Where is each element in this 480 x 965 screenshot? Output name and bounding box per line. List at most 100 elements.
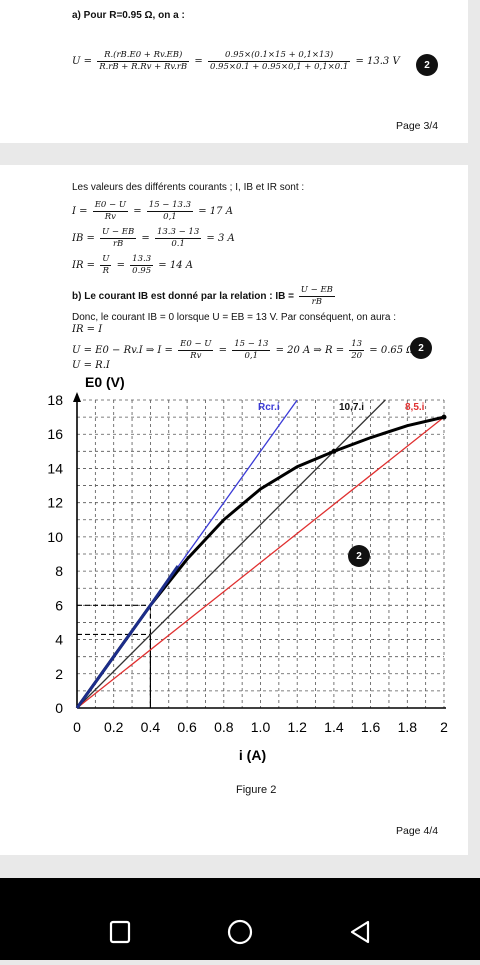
x-tick-label: 1.8	[398, 719, 418, 735]
eq-IB-num2: 13.3 − 13	[154, 227, 202, 239]
y-tick-label: 14	[47, 460, 63, 476]
score-marker-chart: 2	[348, 545, 370, 567]
currents-intro: Les valeurs des différents courants ; I,…	[72, 182, 305, 193]
x-tick-label: 0.4	[141, 719, 161, 735]
line-U-mid: =	[218, 345, 228, 356]
back-icon[interactable]	[350, 920, 370, 944]
android-nav-bar	[0, 878, 480, 960]
voltage-equation: U = R.(rB.E0 + Rv.EB) R.rB + R.Rv + Rv.r…	[72, 50, 400, 73]
x-tick-label: 1.4	[324, 719, 344, 735]
y-tick-label: 0	[55, 700, 63, 716]
eq-IR-den2: 0.95	[132, 266, 152, 276]
line-U-num3: 13	[349, 339, 365, 351]
part-b-text: b) Le courant IB est donné par la relati…	[72, 291, 294, 303]
x-tick-label: 0.8	[214, 719, 234, 735]
series-annotation: 10,7.i	[339, 402, 364, 413]
eq-IR-num2: 13.3	[130, 254, 154, 266]
series-annotation: 8,5.i	[405, 402, 425, 413]
line-U-start: U = E0 − Rv.I ⇒ I =	[72, 345, 173, 356]
intersection-point	[331, 448, 337, 454]
eq-lhs: U =	[72, 56, 92, 67]
y-tick-label: 8	[55, 563, 63, 579]
y-axis-label: E0 (V)	[85, 374, 125, 390]
eq-IB-num1: U − EB	[100, 227, 137, 239]
line-URI: U = R.I	[72, 360, 110, 371]
x-tick-label: 1.0	[251, 719, 271, 735]
part-b-den: rB	[311, 297, 322, 307]
eq-I-num2: 15 − 13.3	[146, 200, 194, 212]
eq-IB-den2: 0.1	[171, 239, 185, 249]
line-U-num: E0 − U	[178, 339, 214, 351]
line-U-equation: U = E0 − Rv.I ⇒ I = E0 − U Rv = 15 − 13 0,…	[72, 339, 415, 362]
eq-I-result: = 17 A	[198, 206, 233, 217]
line-U-den: Rv	[190, 351, 202, 361]
document-page-3: a) Pour R=0.95 Ω, on a : U = R.(rB.E0 + …	[0, 0, 468, 143]
home-icon[interactable]	[227, 919, 253, 945]
eq-IR-den1: R	[102, 266, 110, 276]
eq-fraction-2: 0.95×(0.1×15 + 0,1×13) 0.95×0.1 + 0.95×0…	[207, 50, 351, 73]
x-tick-label: 1.6	[361, 719, 381, 735]
eq-IR-lhs: IR =	[72, 260, 96, 271]
part-b-line: b) Le courant IB est donné par la relati…	[72, 285, 337, 308]
chart-grid	[0, 370, 468, 708]
x-tick-label: 0.6	[177, 719, 197, 735]
x-axis-label: i (A)	[239, 747, 266, 763]
y-tick-label: 10	[47, 529, 63, 545]
eq-I-num1: E0 − U	[92, 200, 129, 212]
eq-result: = 13.3 V	[355, 56, 400, 67]
line-U-den2: 0,1	[244, 351, 259, 361]
x-tick-label: 1.2	[287, 719, 307, 735]
eq-IR-result: = 14 A	[158, 260, 193, 271]
eq-I-lhs: I =	[72, 206, 88, 217]
series-annotation: Rcr.i	[258, 402, 280, 413]
part-a-heading-text: a) Pour R=0.95 Ω, on a :	[72, 10, 185, 21]
recent-apps-icon[interactable]	[109, 920, 131, 944]
score-marker-eq: 2	[410, 337, 432, 359]
frac2-den: 0.95×0.1 + 0.95×0,1 + 0,1×0.1	[209, 62, 349, 72]
y-tick-label: 2	[55, 666, 63, 682]
line-U-den3: 20	[351, 351, 363, 361]
figure-caption: Figure 2	[236, 784, 277, 796]
characteristic-linear-segment	[75, 565, 180, 709]
figure-2-chart: 0 0.2 0.4 0.6 0.8 1.0 1.2 1.4 1.6 1.8 2 0 2 4 6 8 10 12 14…	[0, 370, 468, 763]
y-tick-label: 6	[55, 597, 63, 613]
y-axis-arrow	[73, 392, 81, 402]
eq-fraction-1: R.(rB.E0 + Rv.EB) R.rB + R.Rv + Rv.rB	[97, 50, 190, 73]
chart-axes	[73, 392, 446, 709]
y-tick-label: 12	[47, 495, 63, 511]
frac2-num: 0.95×(0.1×15 + 0,1×13)	[207, 50, 351, 62]
end-point	[441, 414, 447, 420]
line-U-num2: 15 − 13	[232, 339, 271, 351]
frac1-den: R.rB + R.Rv + Rv.rB	[99, 62, 188, 72]
equation-I: I = E0 − U Rv = 15 − 13.3 0,1 = 17 A	[72, 200, 233, 222]
x-tick-label: 2	[440, 719, 448, 735]
score-marker: 2	[416, 54, 438, 76]
y-tick-label: 16	[47, 426, 63, 442]
donc-text: Donc, le courant IB = 0 lorsque U = EB =…	[72, 312, 396, 323]
nav-icons	[109, 919, 370, 945]
eq-IR-num1: U	[100, 254, 112, 266]
series-line-85i	[76, 416, 445, 709]
eq-IB-result: = 3 A	[206, 233, 235, 244]
eq-IB-den1: rB	[112, 239, 124, 249]
eq-I-den2: 0,1	[163, 212, 177, 222]
page-number-4: Page 4/4	[396, 825, 439, 837]
y-tick-label: 18	[47, 392, 63, 408]
chart-labels: 0 0.2 0.4 0.6 0.8 1.0 1.2 1.4 1.6 1.8 2 0 2 4 6 8 10 12 14…	[47, 374, 448, 763]
x-tick-label: 0.2	[104, 719, 124, 735]
line-U-after: = 20 A ⇒ R =	[275, 345, 345, 356]
eq-I-den1: Rv	[104, 212, 116, 222]
y-tick-label: 4	[55, 632, 63, 648]
line-IR-I: IR = I	[72, 324, 103, 335]
line-U-end: = 0.65 Ω	[369, 345, 415, 356]
chart-series	[75, 399, 447, 709]
eq-IB-lhs: IB =	[72, 233, 95, 244]
part-a-heading: a) Pour R=0.95 Ω, on a :	[72, 10, 185, 21]
chart-background	[0, 370, 468, 610]
frac1-num: R.(rB.E0 + Rv.EB)	[97, 50, 190, 62]
page-number-3: Page 3/4	[396, 120, 439, 132]
part-b-num: U − EB	[298, 285, 335, 297]
equation-IB: IB = U − EB rB = 13.3 − 13 0.1 = 3 A	[72, 227, 235, 249]
x-tick-label: 0	[73, 719, 81, 735]
